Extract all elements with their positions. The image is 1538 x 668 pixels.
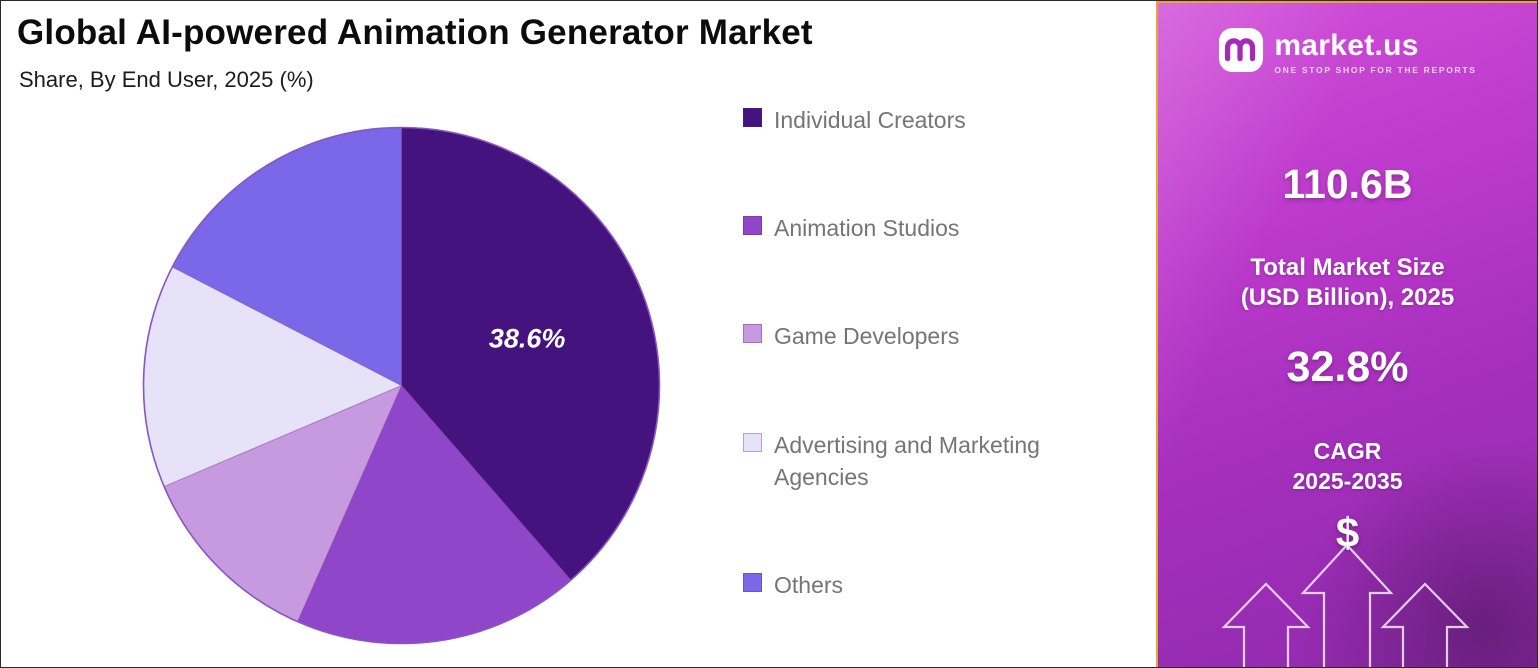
legend-item-others: Others: [743, 569, 1104, 601]
legend-swatch-icon: [743, 572, 762, 592]
legend-swatch-icon: [743, 432, 762, 452]
legend-item-advertising-and-marketing-agencies: Advertising and Marketing Agencies: [743, 429, 1104, 493]
legend-swatch-icon: [743, 324, 762, 344]
chart-title: Global AI-powered Animation Generator Ma…: [17, 13, 813, 52]
cagr-label: CAGR 2025-2035: [1158, 437, 1537, 497]
brand-name: market.us: [1274, 29, 1419, 63]
legend: Individual Creators Animation Studios Game…: [743, 104, 1104, 601]
legend-item-animation-studios: Animation Studios: [743, 212, 1104, 244]
pie-data-label: 38.6%: [489, 324, 566, 354]
growth-arrows-icon: [1221, 543, 1470, 667]
cagr-label-line2: 2025-2035: [1292, 467, 1403, 494]
legend-label: Advertising and Marketing Agencies: [774, 431, 1040, 490]
legend-label: Others: [774, 571, 844, 598]
legend-swatch-icon: [743, 108, 762, 127]
legend-item-individual-creators: Individual Creators: [743, 104, 1104, 136]
chart-subtitle: Share, By End User, 2025 (%): [19, 67, 314, 92]
legend-label: Game Developers: [774, 323, 960, 350]
total-market-size-label: Total Market Size (USD Billion), 2025: [1158, 253, 1537, 313]
sidebar: market.us ONE STOP SHOP FOR THE REPORTS …: [1156, 1, 1537, 667]
legend-swatch-icon: [743, 216, 762, 236]
legend-label: Animation Studios: [774, 215, 960, 242]
total-market-size-label-line1: Total Market Size: [1250, 254, 1445, 281]
pie-outline: [142, 126, 661, 645]
cagr-value: 32.8%: [1286, 343, 1409, 391]
chart-area: Global AI-powered Animation Generator Ma…: [1, 1, 1156, 667]
legend-item-game-developers: Game Developers: [743, 320, 1104, 352]
pie-chart: 38.6%: [142, 126, 661, 645]
total-market-size-value: 110.6B: [1282, 161, 1413, 207]
dollar-icon: $: [1335, 509, 1360, 556]
brand-logo: market.us ONE STOP SHOP FOR THE REPORTS: [1158, 27, 1537, 78]
total-market-size-label-line2: (USD Billion), 2025: [1240, 284, 1455, 311]
brand-tagline: ONE STOP SHOP FOR THE REPORTS: [1274, 64, 1477, 75]
marketus-logo-icon: [1218, 27, 1264, 78]
cagr-label-line1: CAGR: [1313, 438, 1382, 464]
legend-label: Individual Creators: [774, 107, 966, 133]
